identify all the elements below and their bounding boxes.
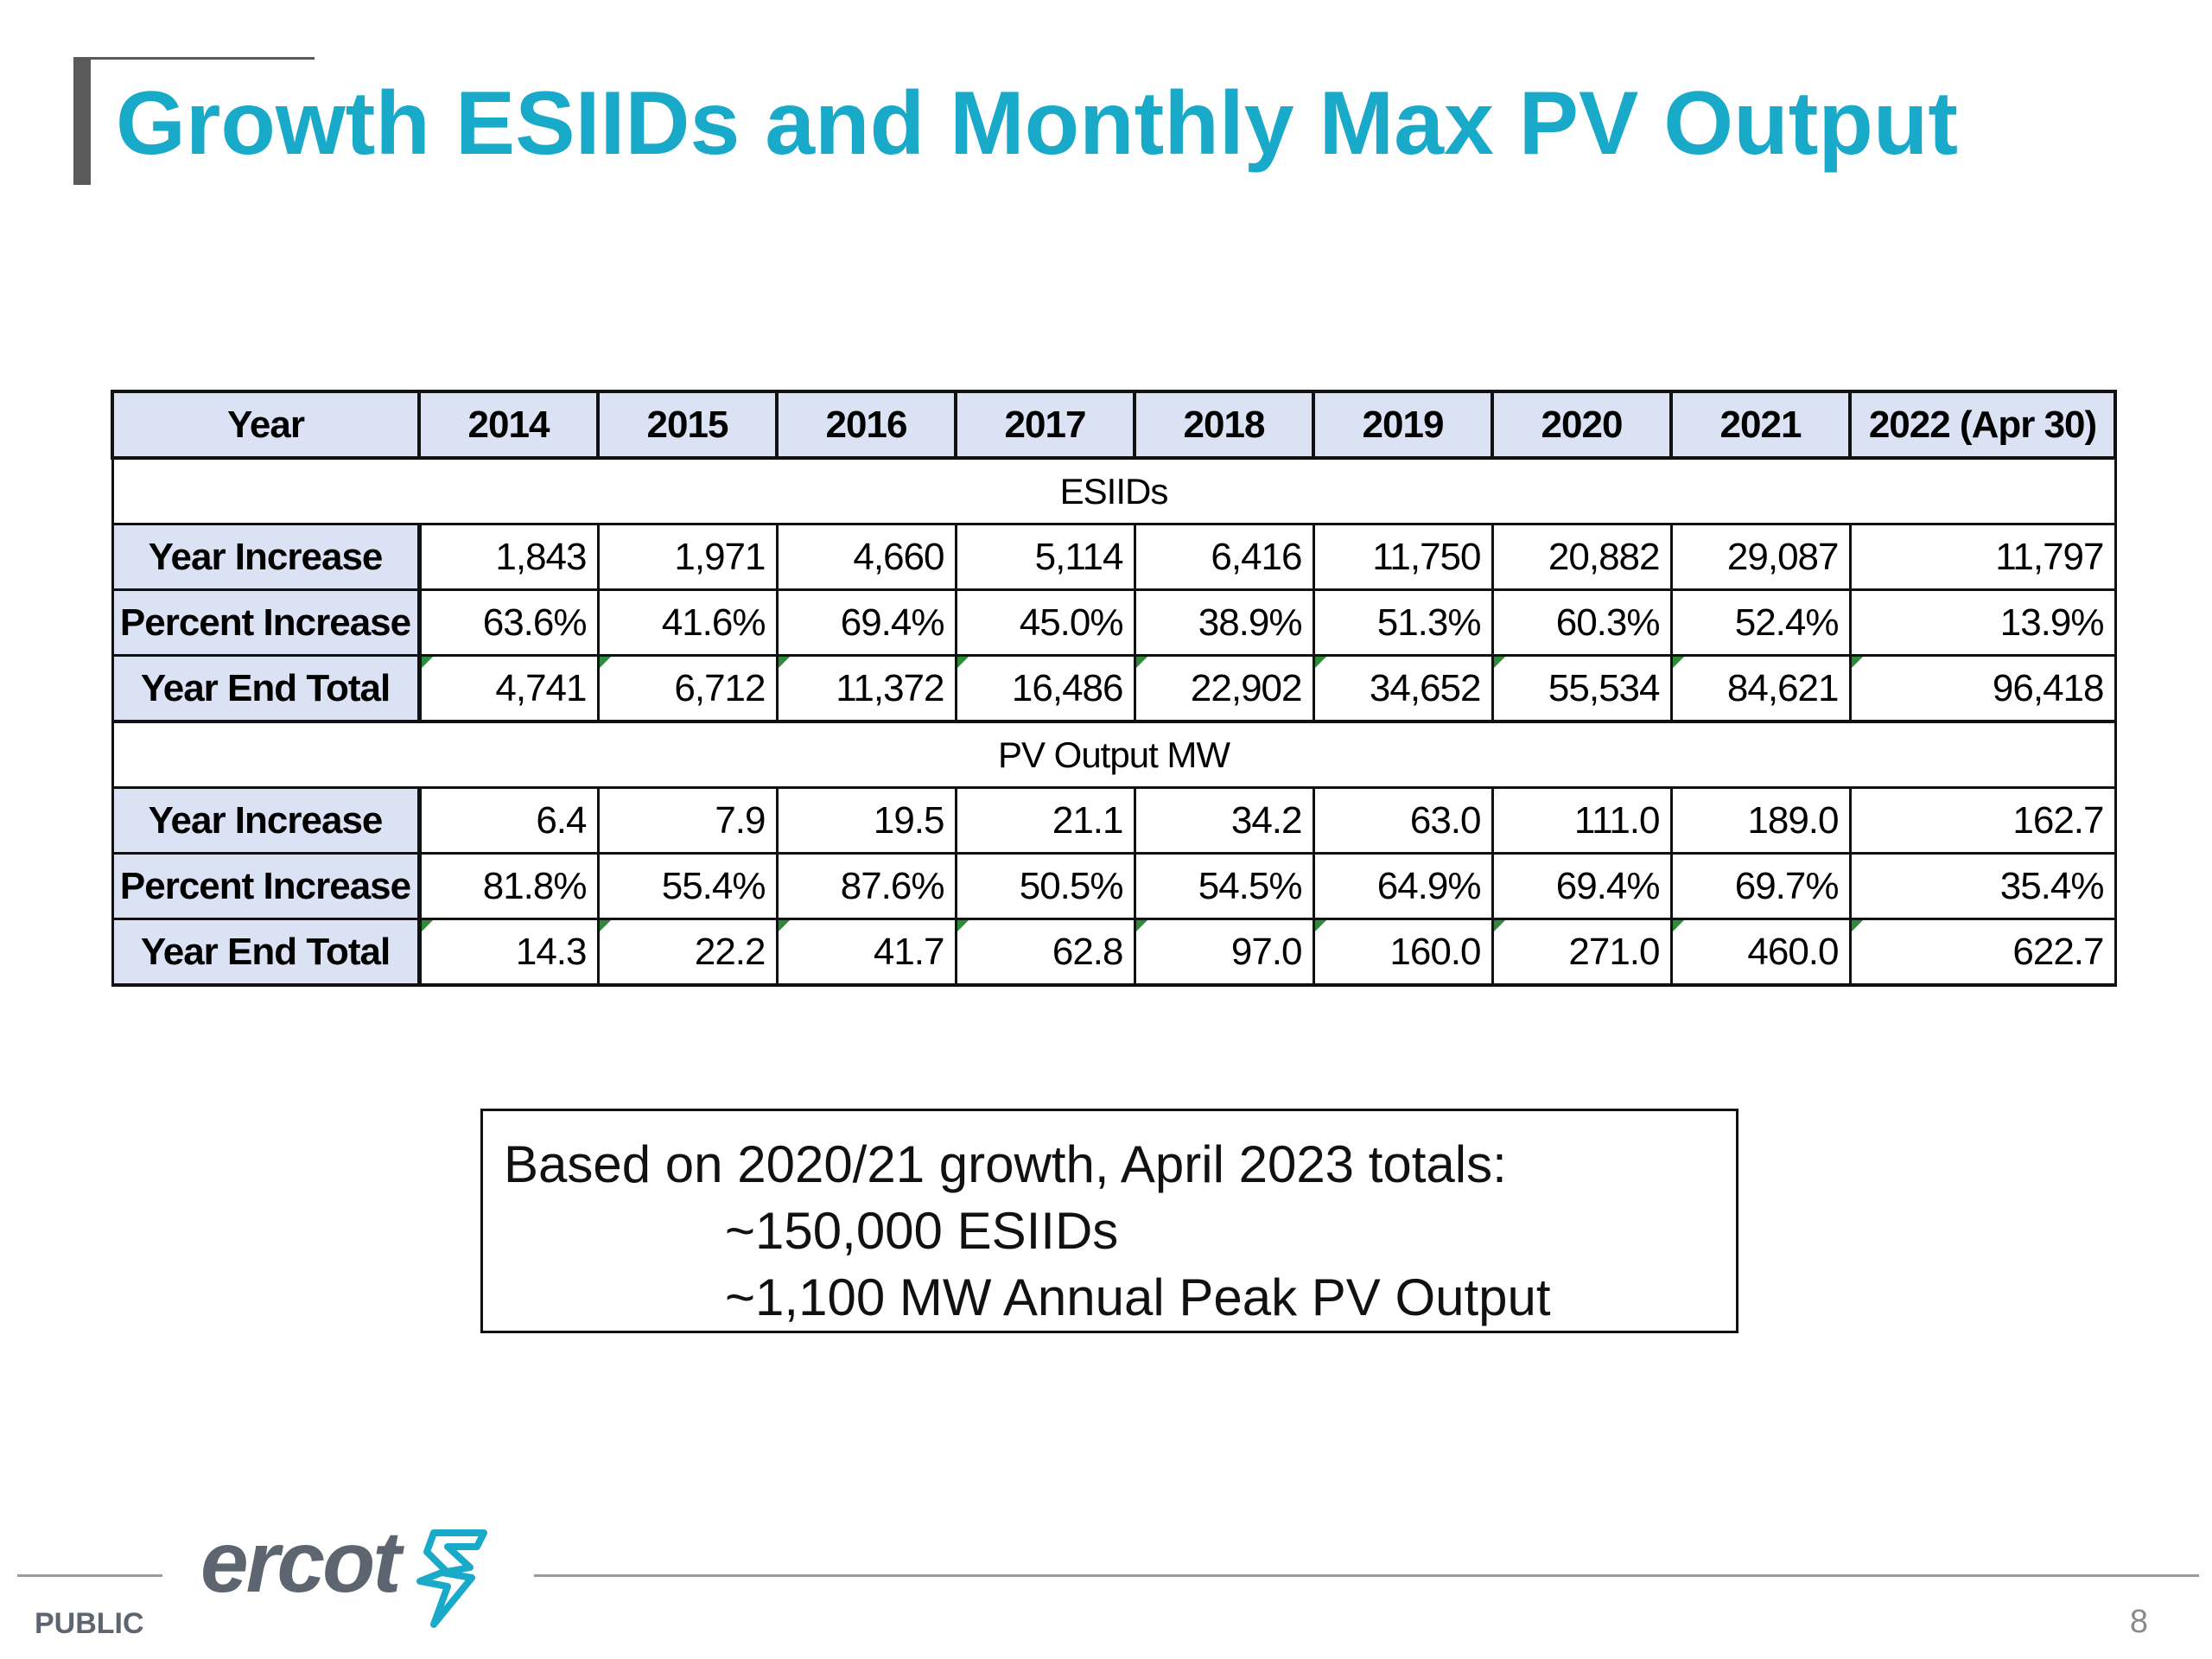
table-cell: 160.0 <box>1312 918 1494 987</box>
table-cell: 29,087 <box>1669 523 1852 591</box>
table-cell: 54.5% <box>1133 852 1315 920</box>
row-label: Year End Total <box>111 654 422 723</box>
table-cell: 271.0 <box>1491 918 1673 987</box>
table-cell: 52.4% <box>1669 588 1852 657</box>
table-cell: 20,882 <box>1491 523 1673 591</box>
table-cell: 63.0 <box>1312 786 1494 855</box>
table-cell: 6,416 <box>1133 523 1315 591</box>
lightning-icon <box>416 1529 487 1628</box>
year-header-cell: 2018 <box>1133 390 1315 460</box>
section-row: ESIIDs <box>111 456 2117 525</box>
year-header-cell: 2022 (Apr 30) <box>1848 390 2117 460</box>
table-cell: 1,971 <box>596 523 779 591</box>
year-header-cell: 2020 <box>1491 390 1673 460</box>
table-cell: 7.9 <box>596 786 779 855</box>
row-label: Year End Total <box>111 918 422 987</box>
row-label: Year Increase <box>111 786 422 855</box>
table-cell: 6,712 <box>596 654 779 723</box>
table-cell: 34,652 <box>1312 654 1494 723</box>
footer-rule-right <box>534 1574 2199 1577</box>
year-header-cell: 2016 <box>775 390 957 460</box>
table-cell: 622.7 <box>1848 918 2117 987</box>
year-header-cell: 2015 <box>596 390 779 460</box>
table-cell: 69.7% <box>1669 852 1852 920</box>
table-cell: 34.2 <box>1133 786 1315 855</box>
table-cell: 69.4% <box>1491 852 1673 920</box>
table-cell: 55,534 <box>1491 654 1673 723</box>
section-title: ESIIDs <box>111 456 2117 525</box>
row-label: Percent Increase <box>111 852 422 920</box>
table-cell: 22,902 <box>1133 654 1315 723</box>
growth-table: Year 2014 2015 2016 2017 2018 2019 2020 … <box>111 390 2117 987</box>
table-cell: 111.0 <box>1491 786 1673 855</box>
table-cell: 22.2 <box>596 918 779 987</box>
table-cell: 38.9% <box>1133 588 1315 657</box>
table-cell: 4,660 <box>775 523 957 591</box>
table-cell: 41.7 <box>775 918 957 987</box>
table-cell: 96,418 <box>1848 654 2117 723</box>
table-row: Percent Increase 81.8% 55.4% 87.6% 50.5% 54.5… <box>111 852 2117 920</box>
table-cell: 460.0 <box>1669 918 1852 987</box>
table-cell: 62.8 <box>954 918 1136 987</box>
table-cell: 1,843 <box>417 523 600 591</box>
ercot-logo: ercot <box>200 1510 494 1640</box>
table-cell: 87.6% <box>775 852 957 920</box>
table-row: Year Increase 1,843 1,971 4,660 5,114 6,416 11… <box>111 523 2117 591</box>
page-number: 8 <box>2129 1604 2148 1640</box>
table-cell: 21.1 <box>954 786 1136 855</box>
table-cell: 84,621 <box>1669 654 1852 723</box>
section-row: PV Output MW <box>111 720 2117 789</box>
table-cell: 13.9% <box>1848 588 2117 657</box>
table-cell: 4,741 <box>417 654 600 723</box>
table-cell: 55.4% <box>596 852 779 920</box>
table-cell: 35.4% <box>1848 852 2117 920</box>
classification-label: PUBLIC <box>35 1607 144 1640</box>
table-cell: 50.5% <box>954 852 1136 920</box>
table-body: Year 2014 2015 2016 2017 2018 2019 2020 … <box>111 390 2117 987</box>
table-cell: 11,750 <box>1312 523 1494 591</box>
row-label: Percent Increase <box>111 588 422 657</box>
note-line: ~150,000 ESIIDs <box>725 1202 1119 1260</box>
table-cell: 97.0 <box>1133 918 1315 987</box>
footer-rule-left <box>17 1574 162 1577</box>
year-header: Year <box>111 390 421 460</box>
table-cell: 14.3 <box>417 918 600 987</box>
table-cell: 11,797 <box>1848 523 2117 591</box>
year-header-cell: 2019 <box>1312 390 1494 460</box>
projection-note: Based on 2020/21 growth, April 2023 tota… <box>480 1109 1738 1333</box>
title-accent-rule <box>73 57 315 60</box>
table-cell: 51.3% <box>1312 588 1494 657</box>
table-row: Year End Total 4,741 6,712 11,372 16,486 22,9… <box>111 654 2117 723</box>
table-cell: 16,486 <box>954 654 1136 723</box>
table-cell: 64.9% <box>1312 852 1494 920</box>
table-cell: 6.4 <box>417 786 600 855</box>
note-line: Based on 2020/21 growth, April 2023 tota… <box>504 1135 1507 1193</box>
table-cell: 189.0 <box>1669 786 1852 855</box>
table-row: Year Increase 6.4 7.9 19.5 21.1 34.2 63.0 111.0… <box>111 786 2117 855</box>
table-cell: 63.6% <box>417 588 600 657</box>
slide-title: Growth ESIIDs and Monthly Max PV Output <box>116 73 1959 174</box>
table-cell: 162.7 <box>1848 786 2117 855</box>
table-cell: 81.8% <box>417 852 600 920</box>
table-cell: 19.5 <box>775 786 957 855</box>
table-cell: 69.4% <box>775 588 957 657</box>
table-cell: 45.0% <box>954 588 1136 657</box>
table-row: Percent Increase 63.6% 41.6% 69.4% 45.0% 38.9… <box>111 588 2117 657</box>
table-cell: 5,114 <box>954 523 1136 591</box>
row-label: Year Increase <box>111 523 422 591</box>
table-row: Year End Total 14.3 22.2 41.7 62.8 97.0 160.0 2… <box>111 918 2117 987</box>
section-title: PV Output MW <box>111 720 2117 789</box>
year-header-cell: 2014 <box>417 390 600 460</box>
logo-wordmark: ercot <box>200 1514 402 1611</box>
table-cell: 11,372 <box>775 654 957 723</box>
note-line: ~1,100 MW Annual Peak PV Output <box>725 1268 1551 1326</box>
table-cell: 60.3% <box>1491 588 1673 657</box>
title-accent-bar <box>73 57 91 185</box>
header-row: Year 2014 2015 2016 2017 2018 2019 2020 … <box>111 390 2117 460</box>
year-header-cell: 2021 <box>1669 390 1852 460</box>
year-header-cell: 2017 <box>954 390 1136 460</box>
table-cell: 41.6% <box>596 588 779 657</box>
